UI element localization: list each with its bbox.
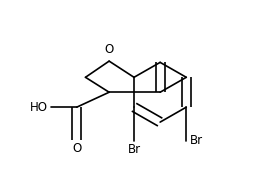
Text: O: O xyxy=(72,142,81,155)
Text: O: O xyxy=(105,43,114,56)
Text: Br: Br xyxy=(127,143,141,156)
Text: HO: HO xyxy=(30,101,48,114)
Text: Br: Br xyxy=(190,134,203,147)
